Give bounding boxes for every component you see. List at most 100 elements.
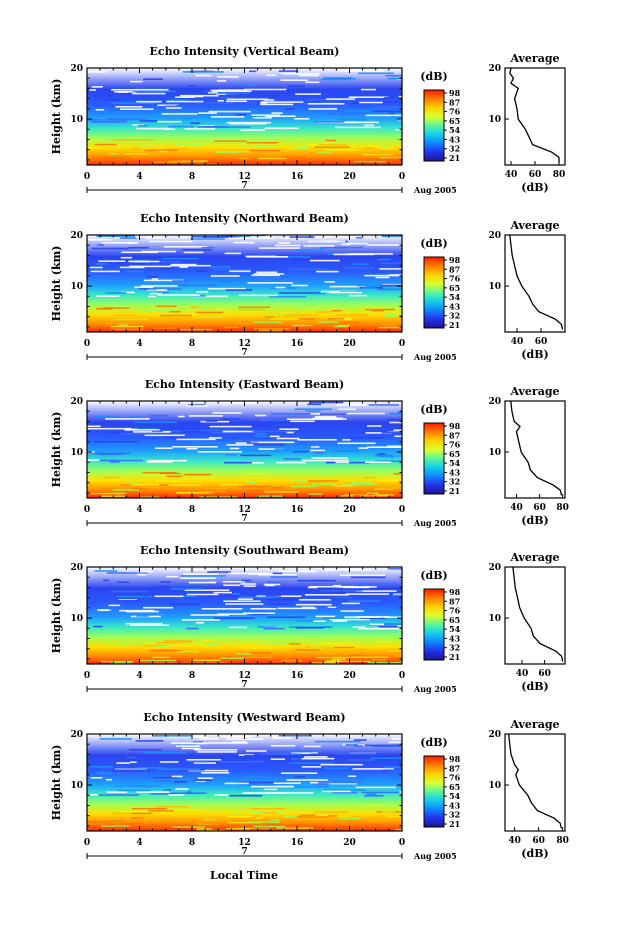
heatmap-streak (339, 574, 386, 576)
heatmap-streak (197, 126, 218, 128)
heatmap-streak (319, 144, 348, 146)
heatmap-streak (153, 776, 177, 779)
heatmap-streak (99, 660, 134, 663)
y-axis-label: Height (km) (50, 412, 63, 488)
heatmap-streak (245, 482, 258, 484)
heatmap-streak (163, 431, 171, 433)
heatmap-streak (106, 644, 135, 646)
x-tick-label: 20 (343, 838, 356, 848)
heatmap-streak (310, 446, 320, 448)
heatmap-streak (272, 792, 314, 794)
heatmap-streak (372, 150, 402, 153)
heatmap-streak (381, 811, 396, 813)
heatmap-streak (333, 584, 341, 587)
heatmap-streak (387, 479, 402, 481)
heatmap-streak (295, 259, 306, 261)
heatmap-streak (146, 486, 159, 489)
heatmap-streak (345, 593, 390, 595)
heatmap-streak (297, 816, 329, 818)
heatmap-streak (121, 291, 135, 294)
heatmap-streak (219, 761, 262, 763)
average-title: Average (509, 551, 559, 564)
colorbar-tick-label: 54 (449, 458, 461, 468)
heatmap-streak (293, 147, 308, 150)
heatmap-streak (341, 602, 360, 605)
heatmap-streak (270, 744, 296, 747)
heatmap-streak (185, 609, 199, 612)
date-label: Aug 2005 (413, 185, 457, 195)
average-x-label: (dB) (521, 680, 548, 693)
heatmap-streak (129, 761, 137, 763)
heatmap-streak (289, 236, 315, 238)
heatmap-streak (281, 772, 318, 774)
heatmap-streak (186, 627, 199, 630)
heatmap-streak (258, 448, 285, 450)
heatmap-streak (373, 823, 382, 826)
date-marker: 7 (241, 514, 247, 524)
heatmap-streak (207, 571, 231, 573)
heatmap-streak (89, 794, 98, 796)
x-tick-label: 20 (343, 671, 356, 681)
heatmap-streak (124, 429, 160, 431)
heatmap-streak (292, 307, 324, 309)
heatmap-streak (308, 480, 339, 482)
heatmap-streak (199, 737, 219, 740)
heatmap-streak (94, 95, 114, 97)
heatmap-streak (313, 620, 326, 622)
heatmap-streak (112, 489, 140, 491)
heatmap-streak (373, 494, 394, 496)
heatmap-streak (170, 588, 203, 590)
heatmap-streak (294, 118, 310, 120)
average-x-tick-label: 40 (510, 503, 523, 513)
heatmap-streak (269, 318, 306, 320)
heatmap-streak (304, 756, 328, 758)
heatmap-streak (87, 71, 107, 73)
heatmap-streak (87, 459, 99, 461)
heatmap-streak (371, 310, 384, 312)
x-tick-label: 16 (291, 172, 304, 182)
heatmap-streak (136, 236, 166, 239)
heatmap-streak (91, 86, 103, 88)
heatmap-streak (216, 126, 251, 128)
heatmap-streak (198, 491, 226, 493)
heatmap-streak (195, 622, 204, 624)
heatmap-streak (209, 266, 230, 268)
date-label: Aug 2005 (413, 684, 457, 694)
x-tick-label: 8 (189, 339, 195, 349)
average-y-tick-label: 20 (488, 64, 501, 74)
x-tick-label: 12 (238, 172, 251, 182)
heatmap-streak (394, 828, 402, 831)
heatmap-streak (342, 439, 351, 441)
x-tick-label: 4 (136, 671, 142, 681)
heatmap-streak (194, 823, 220, 825)
heatmap-streak (370, 624, 402, 626)
heatmap-streak (246, 750, 267, 752)
heatmap-streak (126, 472, 140, 475)
heatmap-streak (281, 659, 303, 662)
heatmap-streak (223, 584, 241, 586)
heatmap-streak (340, 610, 364, 612)
heatmap-streak (329, 285, 366, 288)
heatmap-streak (147, 260, 182, 263)
heatmap-streak (317, 321, 339, 323)
heatmap-streak (295, 649, 320, 651)
heatmap-streak (377, 640, 393, 643)
heatmap-streak (388, 274, 402, 276)
heatmap-streak (179, 266, 189, 268)
heatmap-streak (87, 119, 128, 121)
heatmap-streak (111, 89, 137, 91)
heatmap-streak (308, 108, 338, 110)
x-axis-label: Local Time (210, 869, 278, 882)
average-y-tick-label: 20 (488, 563, 501, 573)
x-tick-label: 0 (399, 339, 405, 349)
heatmap-streak (364, 274, 401, 277)
heatmap-streak (194, 779, 212, 782)
heatmap-streak (348, 600, 381, 602)
heatmap-streak (279, 428, 299, 430)
heatmap-streak (164, 436, 186, 439)
heatmap-streak (246, 489, 264, 491)
heatmap-streak (245, 462, 264, 464)
heatmap-streak (224, 252, 242, 255)
heatmap-streak (172, 826, 206, 828)
heatmap-streak (217, 100, 224, 102)
